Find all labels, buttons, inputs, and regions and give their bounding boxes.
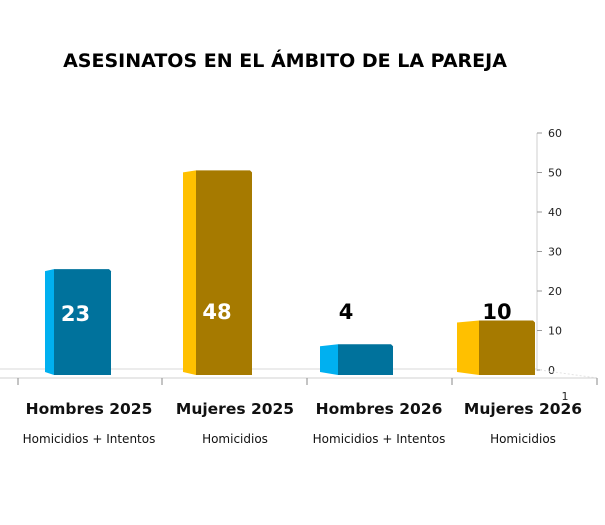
category-label: Mujeres 2025 xyxy=(176,400,294,418)
value-labels: 23 48 4 10 xyxy=(61,300,512,326)
y-tick-label: 10 xyxy=(548,325,562,338)
chart-title: ASESINATOS EN EL ÁMBITO DE LA PAREJA xyxy=(63,49,507,72)
category-label: Hombres 2026 xyxy=(316,400,443,418)
floor-side-edge xyxy=(539,369,598,379)
bar-side-face xyxy=(183,170,196,375)
bar xyxy=(457,320,535,375)
bar xyxy=(45,269,111,375)
bars xyxy=(45,170,535,375)
y-tick-label: 30 xyxy=(548,246,562,259)
subcategory-label: Homicidios xyxy=(490,432,556,446)
bar xyxy=(320,344,393,375)
y-tick-label: 50 xyxy=(548,167,562,180)
bar-front-face xyxy=(479,320,535,375)
data-label: 48 xyxy=(202,300,231,324)
x-axis: Hombres 2025 Homicidios + Intentos Mujeres… xyxy=(17,378,598,446)
bar-front-face xyxy=(54,269,111,375)
category-label: Hombres 2025 xyxy=(26,400,153,418)
x-axis-series-label: 1 xyxy=(562,390,569,403)
subcategory-label: Homicidios + Intentos xyxy=(23,432,156,446)
bar-side-face xyxy=(45,269,54,375)
data-label: 10 xyxy=(482,300,511,324)
bar-front-face xyxy=(196,170,252,375)
subcategory-label: Homicidios xyxy=(202,432,268,446)
bar-side-face xyxy=(457,320,479,375)
y-tick-label: 60 xyxy=(548,127,562,140)
bar-front-face xyxy=(338,344,393,375)
category-label: Mujeres 2026 xyxy=(464,400,582,418)
subcategory-label: Homicidios + Intentos xyxy=(313,432,446,446)
data-label: 23 xyxy=(61,302,90,326)
bar xyxy=(183,170,252,375)
y-tick-label: 20 xyxy=(548,285,562,298)
y-tick-label: 40 xyxy=(548,206,562,219)
y-tick-label: 0 xyxy=(548,364,555,377)
y-axis: 0 10 20 30 40 50 60 xyxy=(536,127,562,377)
data-label: 4 xyxy=(339,300,354,324)
bar-side-face xyxy=(320,344,338,375)
